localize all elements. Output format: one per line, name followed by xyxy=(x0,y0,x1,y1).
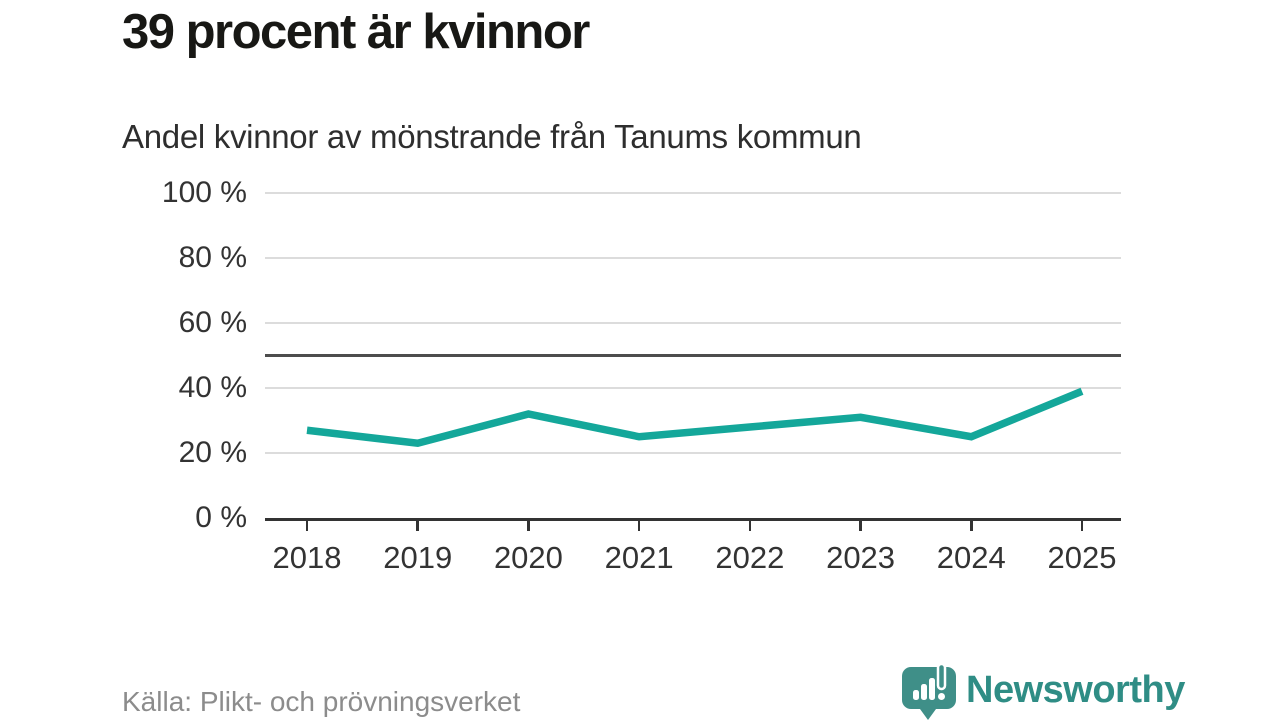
brand-name: Newsworthy xyxy=(966,669,1185,711)
newsworthy-logo-icon xyxy=(902,663,956,720)
gridline-100 xyxy=(265,192,1121,194)
y-axis-labels: 0 % 20 % 40 % 60 % 80 % 100 % xyxy=(0,177,247,534)
exclamation-bar xyxy=(936,663,947,691)
exclamation-dot xyxy=(938,693,945,700)
x-tick-label: 2025 xyxy=(1047,540,1117,575)
x-tick-label: 2020 xyxy=(493,540,563,575)
x-tick xyxy=(305,521,309,531)
x-tick-label: 2018 xyxy=(272,540,342,575)
plot-area xyxy=(265,192,1121,521)
x-tick-label: 2023 xyxy=(826,540,896,575)
x-tick xyxy=(1080,521,1084,531)
y-tick-label: 100 % xyxy=(161,176,247,209)
brand-logo: Newsworthy xyxy=(900,663,1185,720)
data-line xyxy=(306,387,1084,448)
y-tick-label: 20 % xyxy=(178,436,247,469)
y-tick-label: 40 % xyxy=(178,371,247,404)
series-line xyxy=(306,387,1084,448)
y-tick-label: 80 % xyxy=(178,241,247,274)
x-axis: 2018 2019 2020 2021 2022 2023 2024 2025 xyxy=(265,521,1121,591)
x-tick xyxy=(859,521,862,531)
x-tick-label: 2021 xyxy=(604,540,674,575)
x-tick xyxy=(748,521,752,531)
x-tick xyxy=(970,521,973,531)
gridline-80 xyxy=(265,257,1121,259)
chart-subtitle: Andel kvinnor av mönstrande från Tanums … xyxy=(122,118,862,155)
x-tick-label: 2022 xyxy=(715,540,785,575)
y-tick-label: 60 % xyxy=(178,306,247,339)
x-tick-label: 2024 xyxy=(936,540,1006,575)
reference-line-50 xyxy=(265,354,1121,357)
x-tick xyxy=(527,521,530,531)
x-tick xyxy=(416,521,419,531)
page-title: 39 procent är kvinnor xyxy=(122,5,590,59)
x-tick-label: 2019 xyxy=(383,540,453,575)
x-tick xyxy=(637,521,641,531)
source-caption: Källa: Plikt- och prövningsverket xyxy=(122,686,521,717)
y-tick-label: 0 % xyxy=(195,501,247,534)
gridline-40 xyxy=(265,387,1121,389)
gridline-20 xyxy=(265,452,1121,454)
gridline-60 xyxy=(265,322,1121,324)
